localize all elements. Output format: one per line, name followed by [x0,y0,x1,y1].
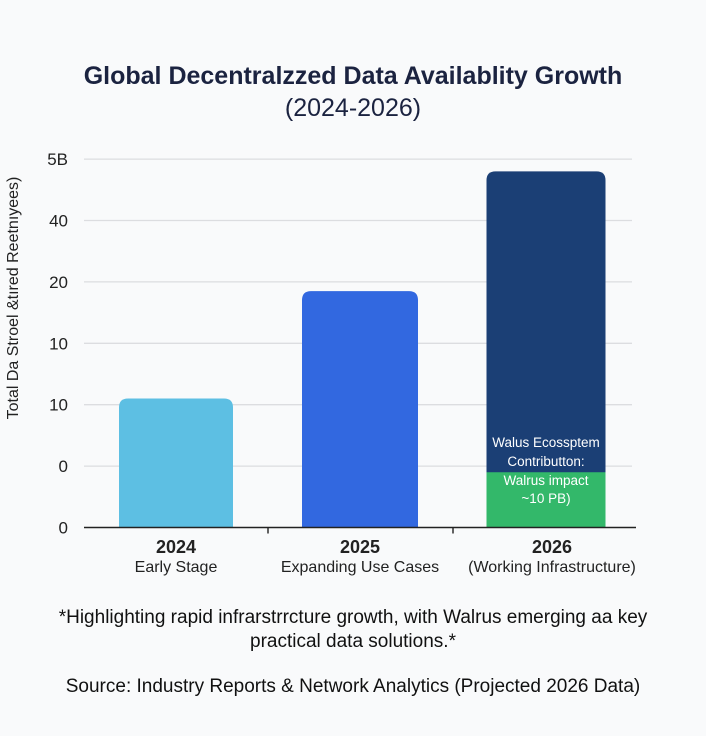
source-note: Source: Industry Reports & Network Analy… [65,676,641,697]
x-tick-sublabel: (Working Infrastructure) [468,559,636,576]
footnote-line-1: *Highlighting rapid infrarstrrcture grow… [58,607,648,628]
segment-label-line: Contributton: [507,454,584,469]
y-tick-label: 40 [49,212,68,231]
y-tick-label: 5B [47,150,68,169]
y-tick-labels: 0 0 10 10 20 40 5B [47,150,68,537]
bar-segment-walrus [486,472,606,528]
x-category-2024: 2024 Early Stage [66,537,286,579]
chart-title-line: Global Decentralzzed Data Availablity Gr… [83,62,623,90]
x-tick-year: 2024 [155,537,197,557]
x-tick-year: 2026 [531,537,573,557]
y-tick-label: 10 [49,396,68,415]
bars [119,171,606,528]
bar-2026 [486,171,606,528]
segment-label-line: Walrus impact [503,473,588,488]
footnote-line-2: practical data solutions.* [250,631,456,652]
x-axis [84,526,636,534]
segment-label-line: Walus Ecossptem [492,435,600,450]
x-category-2025: 2025 Expanding Use Cases [250,537,470,579]
segment-label-line: ~10 PB) [521,491,570,506]
bar-2024 [119,398,233,528]
segment-labels: Walus Ecossptem Contributton: Walrus impac… [492,435,600,506]
bar-2025 [302,291,418,528]
x-tick-year: 2025 [339,537,381,557]
y-tick-label: 10 [49,334,68,353]
footnote: *Highlighting rapid infrarstrrcture grow… [0,606,706,654]
chart-title: Global Decentralzzed Data Availablity Gr… [0,60,706,124]
y-tick-label: 0 [59,457,68,476]
x-category-2026: 2026 (Working Infrastructure) [442,537,662,579]
y-tick-label: 20 [49,273,68,292]
x-tick-sublabel: Early Stage [134,559,218,576]
x-tick-sublabel: Expanding Use Cases [280,559,440,576]
y-tick-label: 0 [59,519,68,538]
chart-subtitle: (2024-2026) [284,94,422,122]
